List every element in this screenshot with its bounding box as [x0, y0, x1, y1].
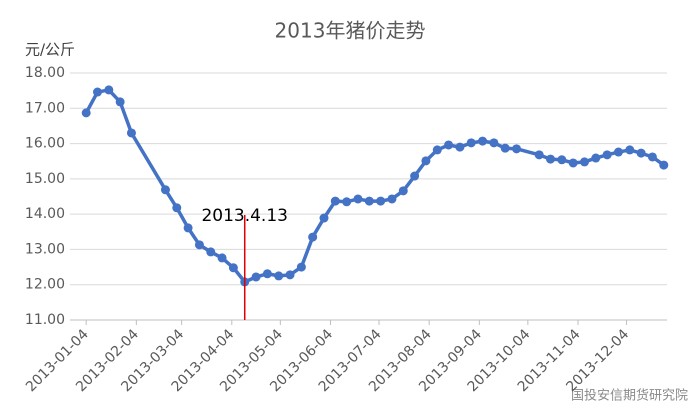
point	[330, 196, 340, 206]
point	[647, 152, 657, 162]
point	[568, 158, 578, 168]
point	[512, 144, 522, 154]
point	[342, 197, 352, 207]
point	[534, 150, 544, 160]
point	[557, 155, 567, 165]
point	[432, 145, 442, 155]
y-tick-label: 14.00	[25, 206, 65, 222]
point	[364, 196, 374, 206]
point	[636, 148, 646, 158]
point	[387, 194, 397, 204]
point	[319, 213, 329, 223]
point	[251, 272, 261, 282]
point	[421, 156, 431, 166]
y-axis-label: 元/公斤	[25, 41, 75, 59]
point	[659, 160, 669, 170]
point	[444, 140, 454, 150]
y-tick-label: 11.00	[25, 312, 65, 328]
point	[602, 150, 612, 160]
point	[376, 196, 386, 206]
point	[228, 263, 238, 273]
point	[500, 143, 510, 153]
point	[81, 108, 91, 118]
point	[613, 147, 623, 157]
point	[398, 186, 408, 196]
y-tick-label: 13.00	[25, 241, 65, 257]
line	[84, 88, 665, 284]
point	[262, 269, 272, 279]
point	[308, 232, 318, 242]
point	[183, 223, 193, 233]
point	[285, 270, 295, 280]
point	[478, 136, 488, 146]
y-tick-label: 12.00	[25, 277, 65, 293]
chart-title: 2013年猪价走势	[275, 19, 426, 43]
point	[126, 128, 136, 138]
point	[591, 153, 601, 163]
point	[115, 97, 125, 107]
point	[410, 171, 420, 181]
point	[274, 271, 284, 281]
point	[625, 145, 635, 155]
point	[455, 142, 465, 152]
point	[104, 85, 114, 95]
point	[93, 87, 103, 97]
point	[466, 138, 476, 148]
point	[579, 157, 589, 167]
y-tick-label: 15.00	[25, 171, 65, 187]
y-tick-label: 18.00	[25, 65, 65, 81]
watermark: 国投安信期货研究院	[571, 388, 688, 404]
point	[296, 262, 306, 272]
point	[160, 185, 170, 195]
point	[194, 240, 204, 250]
point	[172, 203, 182, 213]
point	[206, 247, 216, 257]
y-tick-label: 16.00	[25, 136, 65, 152]
point	[489, 138, 499, 148]
y-tick-label: 17.00	[25, 100, 65, 116]
point	[546, 154, 556, 164]
point	[217, 253, 227, 263]
annotation: 2013.4.13	[201, 206, 288, 226]
point	[353, 194, 363, 204]
